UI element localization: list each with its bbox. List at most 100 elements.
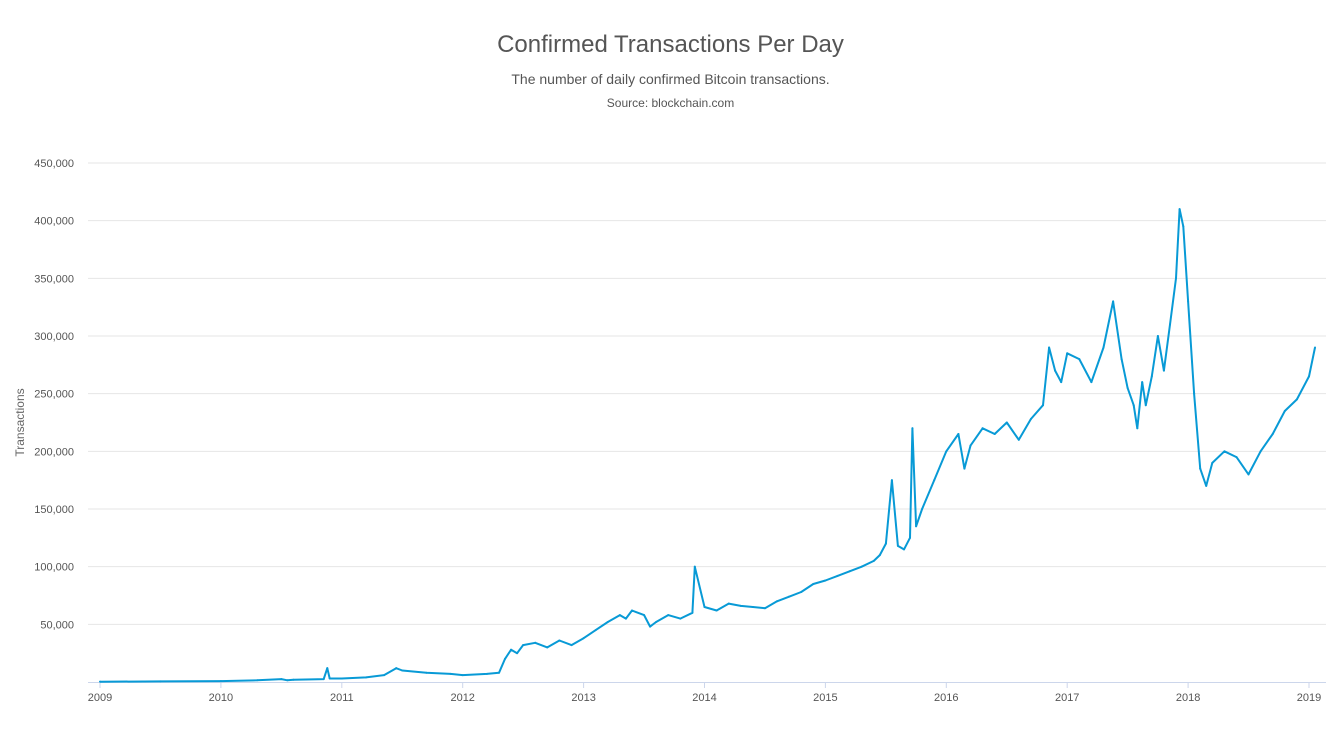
data-point [1295,398,1298,401]
y-tick-label: 150,000 [34,504,74,516]
data-point [715,609,718,612]
data-point [1102,346,1105,349]
data-point [1042,404,1045,407]
data-point [1199,467,1202,470]
data-point [1205,484,1208,487]
data-point [1259,450,1262,453]
data-point [667,614,670,617]
x-tick-label: 2013 [571,692,595,704]
data-point [691,611,694,614]
data-point [915,525,918,528]
data-point [933,479,936,482]
data-point [981,427,984,430]
data-point [1162,369,1165,372]
data-point [1048,346,1051,349]
data-point [624,617,627,620]
data-point [655,621,658,624]
data-point [383,674,386,677]
data-point [649,625,652,628]
data-point [896,544,899,547]
x-tick-label: 2014 [692,692,716,704]
data-point [504,657,507,660]
data-point [159,680,162,683]
data-point [1090,381,1093,384]
data-point [739,604,742,607]
data-point [788,595,791,598]
data-point [1132,404,1135,407]
y-tick-label: 50,000 [40,619,74,631]
data-point [1175,277,1178,280]
chart-title: Confirmed Transactions Per Day [497,31,844,58]
y-tick-label: 250,000 [34,389,74,401]
data-point [401,669,404,672]
data-point [1120,358,1123,361]
data-point [884,542,887,545]
data-point [1247,473,1250,476]
y-tick-label: 400,000 [34,216,74,228]
data-point [256,679,259,682]
x-tick-label: 2010 [209,692,233,704]
data-point [643,614,646,617]
data-point [1005,421,1008,424]
data-point [969,444,972,447]
data-point [1060,381,1063,384]
data-point [824,579,827,582]
chart-subtitle: The number of daily confirmed Bitcoin tr… [511,71,830,87]
data-point [848,570,851,573]
data-point [1211,461,1214,464]
data-point [510,648,513,651]
data-point [449,672,452,675]
data-point [878,554,881,557]
data-point [485,672,488,675]
series-group [99,208,1317,683]
data-point [836,574,839,577]
data-point [1271,433,1274,436]
data-point [1178,208,1181,211]
data-point [516,652,519,655]
data-point [1150,375,1153,378]
data-point [328,677,331,680]
x-tick-label: 2011 [330,692,354,704]
data-point [703,606,706,609]
data-point [1112,300,1115,303]
data-point [890,479,893,482]
data-point [322,678,325,681]
data-point [425,671,428,674]
data-point [340,677,343,680]
x-tick-label: 2009 [88,692,112,704]
data-point [1141,381,1144,384]
data-point [679,617,682,620]
data-point [395,667,398,670]
chart-source: Source: blockchain.com [606,96,735,110]
data-point [727,602,730,605]
data-point [326,667,329,670]
data-point [558,639,561,642]
data-point [921,508,924,510]
data-point [1054,369,1057,372]
data-point [1078,358,1081,361]
data-point [219,680,222,683]
x-tick-label: 2015 [813,692,837,704]
y-tick-label: 350,000 [34,273,74,285]
data-point [1017,438,1020,441]
data-point [1308,375,1310,378]
data-point [1193,392,1196,395]
data-point [860,565,863,568]
data-point [1168,323,1171,326]
x-tick-label: 2019 [1297,692,1321,704]
data-point [1029,418,1032,421]
data-point [630,609,633,612]
data-point [1144,404,1147,407]
data-point [1235,456,1238,459]
data-point [286,679,289,682]
x-tick-label: 2012 [450,692,474,704]
data-point [618,614,621,617]
data-point [570,644,573,647]
data-point [522,644,525,647]
data-point [1136,427,1139,430]
x-tick-label: 2017 [1055,692,1079,704]
data-point [693,565,696,568]
data-point [292,678,295,681]
data-point [945,450,948,453]
